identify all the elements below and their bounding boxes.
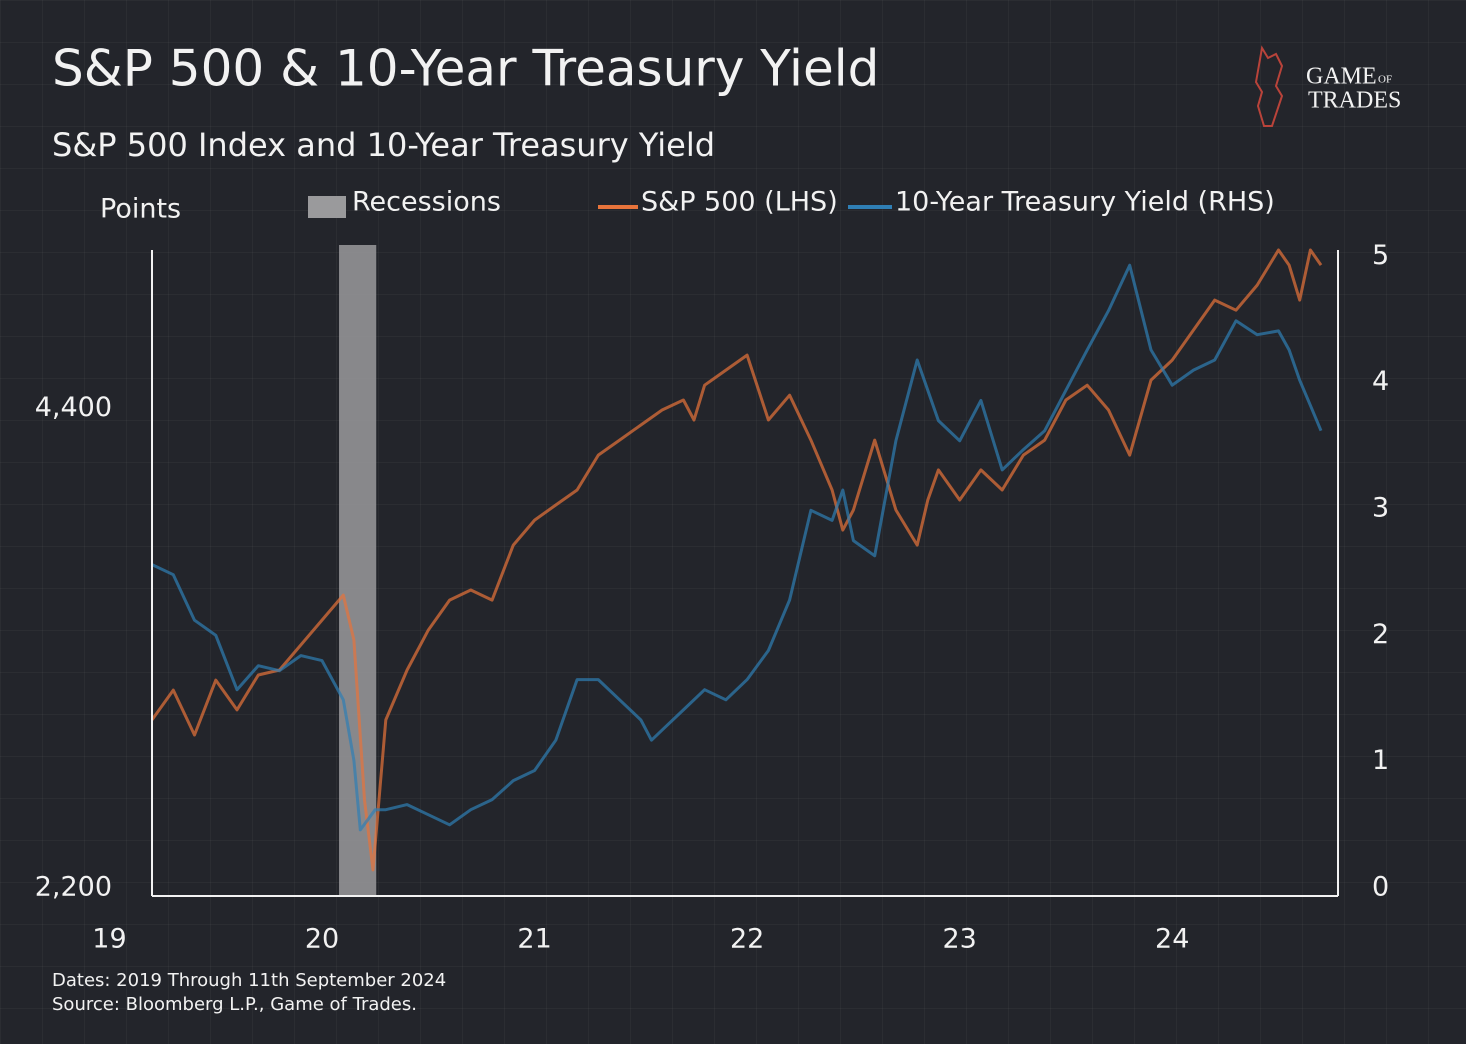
legend-label: Recessions [352, 187, 501, 218]
x-tick-label: 21 [517, 924, 551, 955]
x-tick-label: 20 [305, 924, 339, 955]
legend-label: S&P 500 (LHS) [641, 187, 838, 218]
footnote: Dates: 2019 Through 11th September 2024 [52, 970, 446, 991]
series-line [150, 248, 1323, 872]
y2-tick-label: 5 [1372, 240, 1389, 271]
logo: GAME OF TRADES [1254, 45, 1401, 127]
logo-icon [1254, 45, 1284, 127]
x-tick-label: 22 [730, 924, 764, 955]
series-line [151, 263, 1323, 832]
legend-label: 10-Year Treasury Yield (RHS) [895, 187, 1275, 218]
y2-tick-label: 3 [1372, 493, 1389, 524]
chart-title: S&P 500 & 10-Year Treasury Yield [52, 40, 879, 98]
y2-tick-label: 4 [1372, 366, 1389, 397]
x-tick-label: 23 [942, 924, 976, 955]
plot [150, 245, 1323, 896]
footnote: Source: Bloomberg L.P., Game of Trades. [52, 994, 417, 1015]
x-tick-label: 19 [92, 924, 126, 955]
y-tick-label: 4,400 [35, 392, 112, 423]
logo-text: GAME [1306, 64, 1377, 90]
y-axis-label: Points [100, 194, 181, 225]
logo-text: OF [1378, 74, 1392, 86]
chart-subtitle: S&P 500 Index and 10-Year Treasury Yield [52, 126, 715, 164]
y2-tick-label: 2 [1372, 619, 1389, 650]
legend-swatch [308, 196, 346, 218]
x-tick-label: 24 [1155, 924, 1189, 955]
y-tick-label: 2,200 [35, 872, 112, 903]
y2-tick-label: 1 [1372, 745, 1389, 776]
logo-text: TRADES [1308, 88, 1401, 114]
y2-tick-label: 0 [1372, 872, 1389, 903]
